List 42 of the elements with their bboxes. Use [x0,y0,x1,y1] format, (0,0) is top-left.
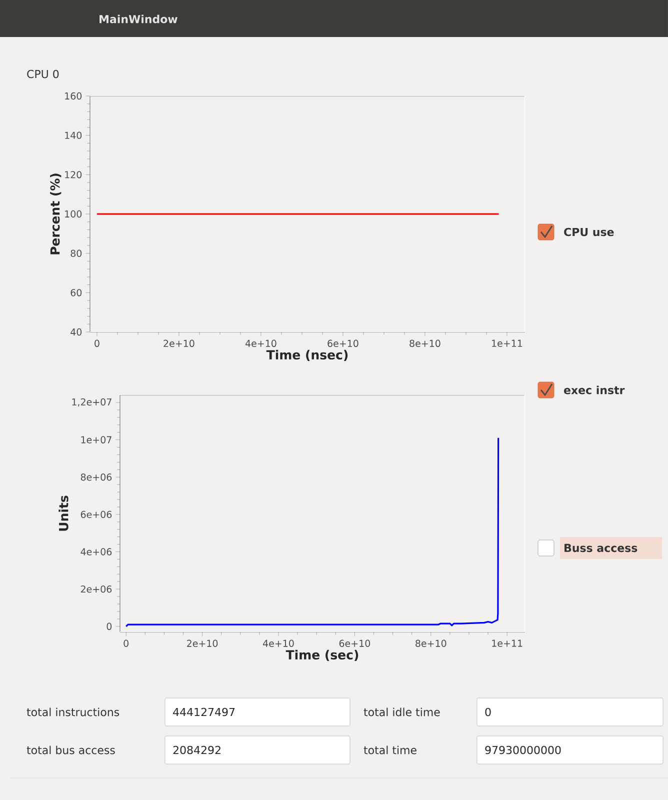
x-tick-label: 4e+10 [262,640,294,647]
y-axis-title: Percent (%) [50,174,62,254]
text: total instructions [26,708,120,716]
y-tick-label: 80 [70,250,82,257]
x-tick-label: 1e+11 [492,340,522,347]
x-axis-title: Time (sec) [286,650,358,661]
y-tick-label: 60 [70,289,82,296]
x-tick-label: 2e+10 [164,340,194,347]
x-axis-title: Time (nsec) [266,350,348,361]
y-tick-label: 120 [65,171,82,178]
chart-title: CPU 0 [27,70,59,78]
text: CPU use [564,228,614,236]
y-tick-label: 140 [65,132,82,139]
y-tick-label: 100 [65,210,82,218]
x-tick-label: 8e+10 [410,340,440,347]
y-tick-label: 4e+06 [80,548,112,556]
x-tick-label: 8e+10 [416,640,446,647]
text: exec instr [564,386,625,394]
y-axis-title: Units [58,496,68,531]
text: 97930000000 [485,746,561,754]
x-tick-label: 6e+10 [328,340,358,347]
y-tick-label: 0 [106,622,112,630]
text: MainWindow [100,14,178,24]
x-tick-label: 2e+10 [187,640,218,647]
y-tick-label: 8e+06 [80,474,112,481]
y-tick-label: 1e+07 [81,436,112,444]
text: Buss access [564,544,638,552]
y-tick-label: 1,2e+07 [72,398,112,407]
text: total idle time [364,708,440,716]
x-tick-label: 1e+11 [492,640,522,647]
text: 0 [485,708,491,716]
x-tick-label: 6e+10 [339,640,370,647]
x-tick-label: 4e+10 [245,340,276,347]
y-tick-label: 40 [70,328,82,336]
x-tick-label: 0 [124,640,128,647]
text: total time [364,746,416,754]
text: total bus access [26,746,115,754]
text: 444127497 [173,708,235,716]
y-tick-label: 160 [65,92,82,100]
y-tick-label: 6e+06 [80,510,112,518]
text: 2084292 [173,746,220,754]
y-tick-label: 2e+06 [80,585,112,593]
